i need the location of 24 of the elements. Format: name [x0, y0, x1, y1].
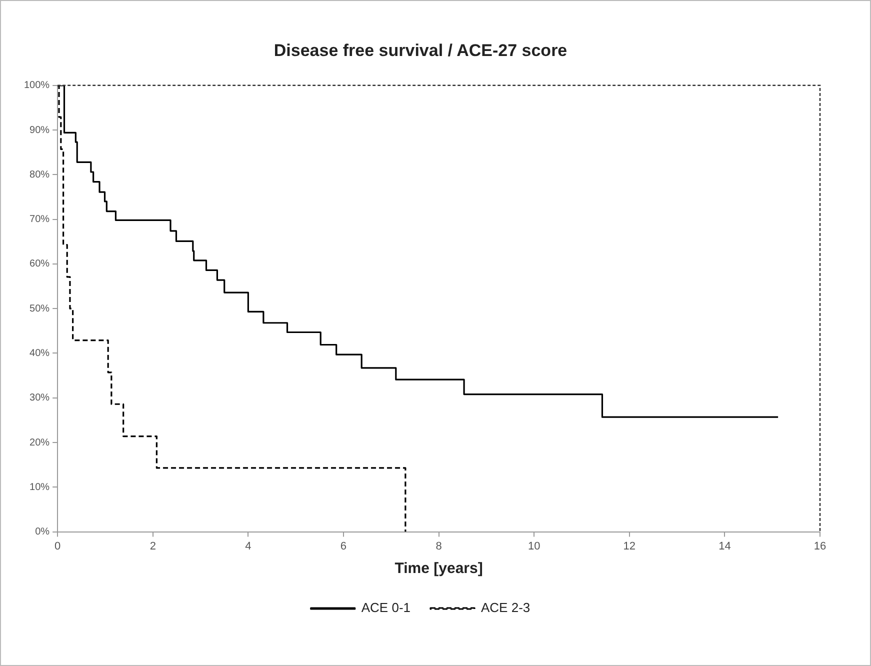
- y-tick-label: 50%: [30, 303, 50, 314]
- y-tick-label: 80%: [30, 169, 50, 180]
- x-tick-label: 6: [340, 540, 347, 552]
- x-tick-label: 14: [718, 540, 731, 552]
- legend-label: ACE 0-1: [361, 600, 411, 616]
- x-tick-label: 12: [623, 540, 636, 552]
- x-tick-label: 10: [528, 540, 540, 552]
- x-tick-label: 8: [436, 540, 442, 552]
- y-tick-label: 40%: [30, 348, 50, 359]
- y-tick-label: 20%: [30, 437, 50, 448]
- x-tick-label: 16: [814, 540, 826, 552]
- y-tick-label: 10%: [30, 482, 50, 493]
- x-tick-label: 4: [245, 540, 252, 552]
- y-tick-label: 30%: [30, 392, 50, 404]
- y-tick-label: 60%: [30, 258, 50, 270]
- x-axis-title: Time [years]: [394, 560, 483, 578]
- chart-title: Disease free survival / ACE-27 score: [274, 40, 568, 60]
- y-tick-label: 90%: [30, 124, 50, 136]
- y-tick-label: 100%: [24, 80, 50, 92]
- y-tick-label: 70%: [30, 214, 50, 226]
- y-tick-label: 0%: [35, 526, 50, 538]
- legend-label: ACE 2-3: [481, 600, 530, 616]
- x-tick-label: 2: [150, 540, 156, 552]
- x-tick-label: 0: [54, 540, 61, 552]
